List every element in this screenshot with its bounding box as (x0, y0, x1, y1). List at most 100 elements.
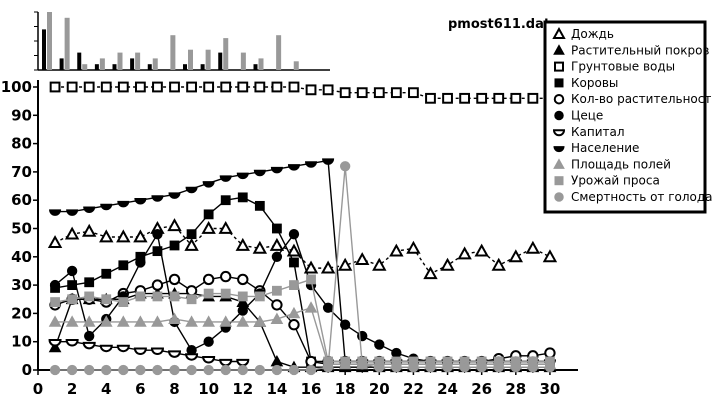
data-point (423, 266, 438, 280)
y-tick-label: 30 (11, 276, 32, 294)
data-point (389, 243, 404, 257)
data-point (66, 364, 78, 376)
data-point (374, 361, 385, 373)
inset-bar-gray (135, 52, 141, 70)
data-point (118, 364, 129, 376)
data-point (219, 315, 233, 327)
data-point (544, 347, 556, 359)
series (49, 161, 556, 376)
inset-bar-gray (64, 17, 70, 70)
series-line (54, 292, 550, 368)
data-point (168, 273, 181, 286)
inset-bar-gray (82, 64, 88, 70)
data-point (491, 257, 506, 271)
data-point (237, 81, 249, 93)
data-point (337, 257, 353, 271)
data-point (442, 92, 453, 104)
y-tick-label: 0 (22, 361, 32, 379)
data-point (510, 92, 522, 104)
data-point (236, 315, 250, 327)
data-point (118, 260, 129, 271)
data-point (253, 169, 266, 177)
legend-label: Растительный покров (571, 43, 710, 57)
data-point (99, 229, 114, 243)
inset-bar-gray (240, 52, 246, 70)
inset-bar-black (112, 64, 117, 70)
data-point (168, 312, 181, 324)
data-point (100, 81, 112, 93)
data-point (270, 354, 284, 367)
data-point (553, 44, 565, 55)
data-point (152, 291, 163, 302)
data-point (442, 361, 453, 373)
data-point (322, 302, 334, 313)
x-tick-label: 22 (403, 380, 424, 398)
data-point (135, 257, 146, 268)
data-point (236, 172, 249, 179)
data-point (525, 240, 541, 254)
data-point (305, 355, 317, 368)
data-point (288, 364, 300, 376)
legend-label: Население (571, 141, 639, 155)
data-point (425, 92, 436, 104)
data-point (48, 339, 62, 347)
data-point (135, 364, 146, 376)
data-point (168, 350, 182, 358)
data-point (218, 220, 233, 234)
data-point (508, 249, 524, 263)
data-point (235, 237, 250, 251)
data-point (134, 81, 146, 93)
data-point (237, 364, 248, 376)
data-point (67, 294, 78, 305)
data-point (552, 129, 566, 137)
y-tick-label: 100 (1, 78, 32, 96)
data-point (554, 192, 564, 202)
data-point (203, 209, 214, 220)
data-point (186, 229, 197, 240)
data-point (322, 158, 335, 165)
x-tick-label: 10 (198, 380, 219, 398)
data-point (374, 339, 385, 350)
data-point (47, 235, 63, 249)
data-point (237, 305, 248, 316)
series-line (55, 86, 550, 100)
legend-label: Кол-во растительности (571, 92, 712, 106)
data-point (372, 257, 387, 271)
data-point (542, 249, 558, 263)
data-point (151, 279, 164, 291)
data-point (493, 92, 505, 104)
data-point (82, 341, 96, 350)
data-point (457, 246, 472, 260)
data-point (391, 361, 402, 373)
data-point (553, 158, 565, 169)
data-point (101, 268, 112, 279)
data-point (185, 186, 198, 194)
data-point (101, 294, 112, 305)
data-point (254, 200, 265, 211)
data-point (252, 240, 268, 254)
data-point (66, 265, 78, 277)
data-point (272, 223, 282, 234)
data-point (64, 226, 80, 240)
inset-bar-gray (223, 38, 229, 70)
data-point (150, 347, 164, 355)
data-point (269, 237, 285, 251)
data-point (100, 203, 113, 211)
data-point (118, 297, 129, 307)
data-point (425, 361, 436, 373)
data-point (271, 364, 283, 376)
x-tick-label: 12 (232, 380, 253, 398)
data-point (406, 240, 421, 254)
inset-bar-gray (170, 35, 176, 70)
inset-bar-black (218, 52, 223, 70)
x-tick-label: 14 (266, 380, 287, 398)
y-tick-label: 20 (11, 304, 32, 322)
data-point (552, 26, 566, 39)
data-point (339, 87, 351, 99)
data-point (152, 364, 163, 376)
data-point (220, 364, 231, 376)
data-point (202, 181, 215, 188)
data-point (66, 209, 79, 216)
y-tick-label: 90 (11, 106, 32, 124)
